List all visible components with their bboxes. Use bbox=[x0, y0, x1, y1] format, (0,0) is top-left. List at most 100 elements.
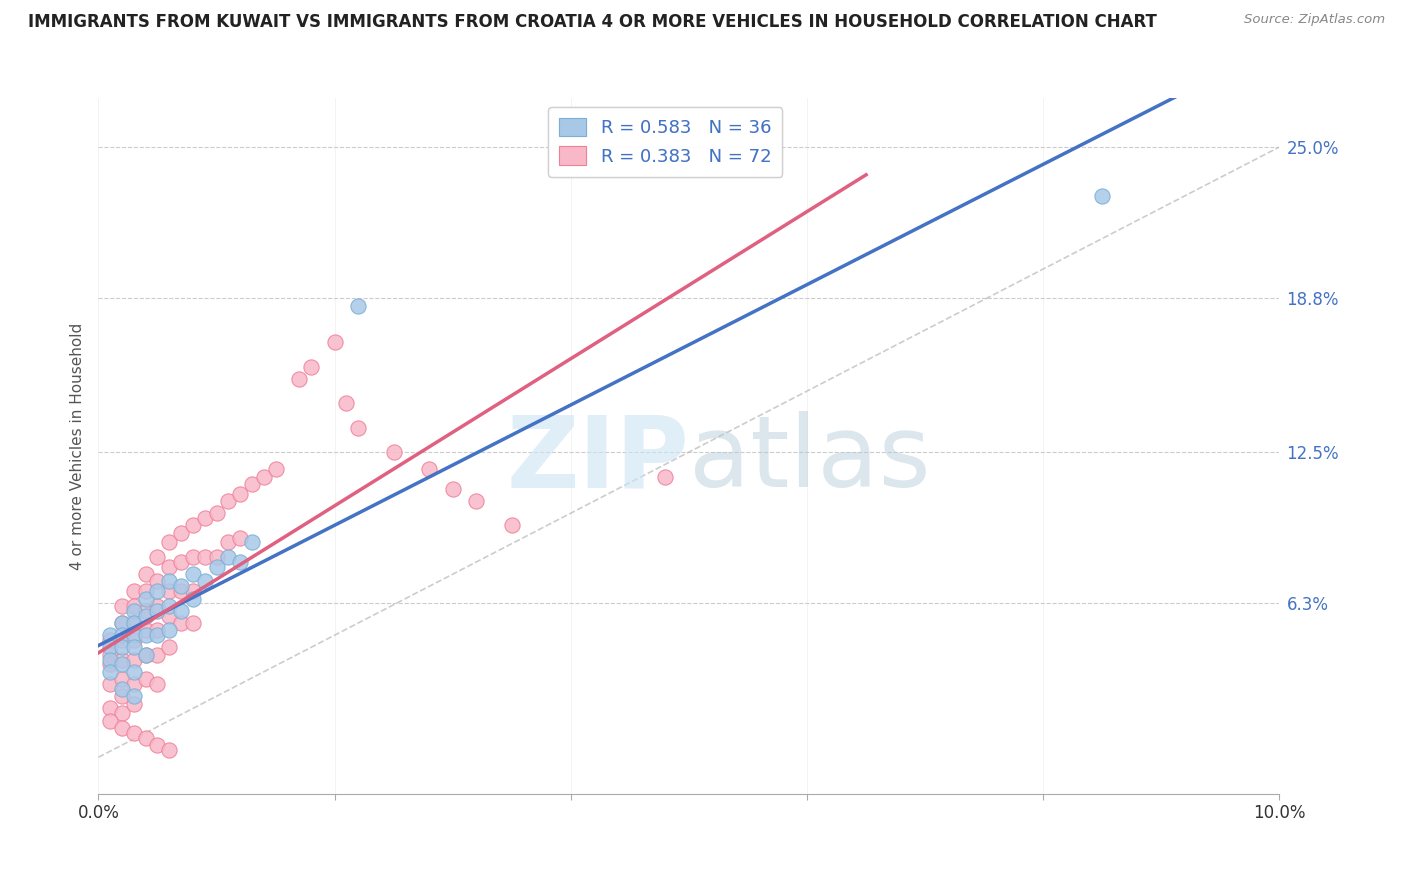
Point bbox=[323, 335, 346, 350]
Point bbox=[98, 677, 121, 691]
Point bbox=[181, 615, 204, 630]
Point bbox=[111, 657, 134, 672]
Point bbox=[98, 665, 121, 679]
Point bbox=[170, 584, 193, 599]
Point bbox=[98, 652, 121, 666]
Point bbox=[135, 591, 157, 606]
Point bbox=[170, 555, 193, 569]
Point bbox=[111, 706, 134, 721]
Point bbox=[135, 628, 157, 642]
Point bbox=[654, 469, 676, 483]
Text: atlas: atlas bbox=[689, 411, 931, 508]
Point bbox=[217, 550, 239, 565]
Point bbox=[181, 550, 204, 565]
Text: Source: ZipAtlas.com: Source: ZipAtlas.com bbox=[1244, 13, 1385, 27]
Point bbox=[253, 469, 276, 483]
Point bbox=[135, 731, 157, 745]
Point bbox=[122, 584, 145, 599]
Point bbox=[335, 396, 357, 410]
Point bbox=[111, 615, 134, 630]
Point bbox=[299, 359, 322, 374]
Point bbox=[181, 518, 204, 533]
Point bbox=[135, 648, 157, 662]
Point bbox=[205, 559, 228, 574]
Point bbox=[135, 624, 157, 638]
Point bbox=[194, 574, 217, 589]
Y-axis label: 4 or more Vehicles in Household: 4 or more Vehicles in Household bbox=[69, 322, 84, 570]
Point bbox=[146, 624, 169, 638]
Point bbox=[146, 648, 169, 662]
Point bbox=[146, 599, 169, 613]
Point bbox=[205, 550, 228, 565]
Text: ZIP: ZIP bbox=[506, 411, 689, 508]
Point bbox=[1091, 188, 1114, 202]
Point bbox=[157, 584, 180, 599]
Point bbox=[194, 511, 217, 525]
Point bbox=[229, 555, 252, 569]
Point bbox=[146, 677, 169, 691]
Point bbox=[135, 608, 157, 623]
Point bbox=[122, 690, 145, 704]
Text: IMMIGRANTS FROM KUWAIT VS IMMIGRANTS FROM CROATIA 4 OR MORE VEHICLES IN HOUSEHOL: IMMIGRANTS FROM KUWAIT VS IMMIGRANTS FRO… bbox=[28, 13, 1157, 31]
Point bbox=[98, 657, 121, 672]
Point bbox=[157, 743, 180, 757]
Point bbox=[146, 738, 169, 752]
Point bbox=[240, 476, 263, 491]
Point bbox=[441, 482, 464, 496]
Point bbox=[229, 486, 252, 500]
Legend: R = 0.583   N = 36, R = 0.383   N = 72: R = 0.583 N = 36, R = 0.383 N = 72 bbox=[548, 107, 782, 177]
Point bbox=[122, 633, 145, 648]
Point bbox=[111, 681, 134, 696]
Point bbox=[347, 299, 370, 313]
Point bbox=[288, 372, 311, 386]
Point bbox=[418, 462, 440, 476]
Point bbox=[98, 701, 121, 715]
Point bbox=[98, 633, 121, 648]
Point bbox=[135, 648, 157, 662]
Point bbox=[122, 615, 145, 630]
Point bbox=[111, 640, 134, 655]
Point bbox=[146, 550, 169, 565]
Point bbox=[122, 677, 145, 691]
Point bbox=[170, 604, 193, 618]
Point bbox=[122, 697, 145, 711]
Point bbox=[217, 535, 239, 549]
Point bbox=[98, 714, 121, 728]
Point bbox=[122, 599, 145, 613]
Point bbox=[111, 628, 134, 642]
Point bbox=[146, 584, 169, 599]
Point bbox=[122, 726, 145, 740]
Point bbox=[135, 567, 157, 582]
Point bbox=[135, 604, 157, 618]
Point bbox=[170, 525, 193, 540]
Point bbox=[157, 574, 180, 589]
Point bbox=[111, 599, 134, 613]
Point bbox=[157, 535, 180, 549]
Point bbox=[111, 721, 134, 735]
Point bbox=[157, 599, 180, 613]
Point bbox=[229, 531, 252, 545]
Point bbox=[146, 628, 169, 642]
Point bbox=[170, 615, 193, 630]
Point bbox=[98, 640, 121, 655]
Point bbox=[135, 672, 157, 686]
Point bbox=[157, 624, 180, 638]
Point bbox=[264, 462, 287, 476]
Point bbox=[111, 672, 134, 686]
Point bbox=[135, 584, 157, 599]
Point bbox=[122, 604, 145, 618]
Point bbox=[122, 640, 145, 655]
Point bbox=[111, 652, 134, 666]
Point bbox=[194, 550, 217, 565]
Point bbox=[111, 690, 134, 704]
Point bbox=[501, 518, 523, 533]
Point bbox=[217, 494, 239, 508]
Point bbox=[157, 640, 180, 655]
Point bbox=[122, 652, 145, 666]
Point bbox=[181, 584, 204, 599]
Point bbox=[111, 615, 134, 630]
Point bbox=[122, 615, 145, 630]
Point bbox=[170, 579, 193, 593]
Point bbox=[146, 604, 169, 618]
Point bbox=[122, 628, 145, 642]
